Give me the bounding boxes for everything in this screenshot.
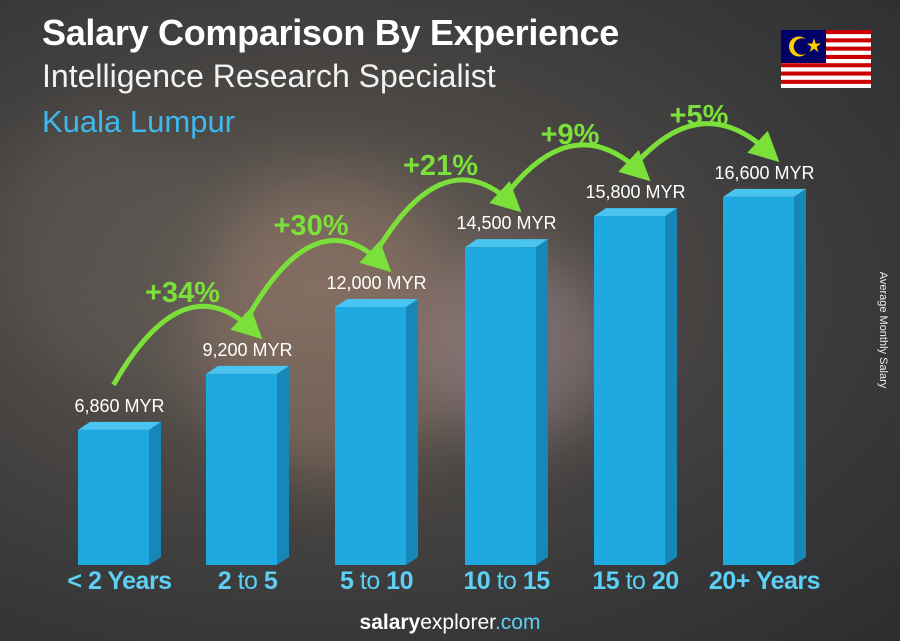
percent-change: +21% [403,150,478,182]
category-part: 10 [386,567,413,595]
bar-top [723,188,806,197]
malaysia-flag-icon [781,30,871,88]
value-label: 14,500 MYR [456,213,556,233]
category-part: 20+ Years [708,567,821,595]
value-label: 15,800 MYR [585,182,685,202]
category-part: to [490,567,523,595]
percent-change: +30% [274,210,349,242]
brand-domain: .com [494,611,541,634]
category-part: 15 [592,567,620,595]
percent-change: +34% [145,277,220,309]
arrow-curve [627,121,780,173]
brand-regular: explorer [420,611,495,634]
arrow-curve [239,238,392,331]
category-label: 20+ Years [708,567,821,596]
arrow-curve [111,303,263,387]
brand-bold: salary [359,611,421,634]
category-part: 10 [463,567,491,595]
bar-side [406,298,418,565]
city-name: Kuala Lumpur [42,104,236,139]
category-label: 2 to 5 [218,567,278,596]
job-title: Intelligence Research Specialist [42,58,496,94]
category-part: 5 [340,567,354,595]
bar: 6,860 MYR [74,396,165,565]
bar-side [794,188,806,566]
value-label: 6,860 MYR [74,396,164,416]
category-part: 20 [651,567,679,595]
bar-top [465,239,548,248]
bar-front [723,196,794,566]
category-part: < 2 Years [67,567,172,595]
value-label: 16,600 MYR [714,163,814,183]
bar-front [335,306,406,565]
bar: 16,600 MYR [714,163,815,566]
category-part: to [353,567,387,595]
category-part: 5 [263,567,278,595]
arrow-curve [498,142,651,204]
bar: 14,500 MYR [456,213,557,565]
bar-side [149,421,161,565]
change-arrow: +21% [368,150,522,264]
bar-side [536,239,548,565]
category-label: 5 to 10 [340,567,413,596]
category-part: to [619,567,652,595]
category-label: 10 to 15 [463,567,550,596]
chart-title: Salary Comparison By Experience [42,12,619,53]
bar-top [594,208,677,217]
bar-front [594,216,665,565]
bar-side [665,208,677,565]
category-part: to [231,567,264,595]
change-arrow: +9% [498,119,651,204]
change-arrow: +5% [627,100,780,173]
percent-change: +9% [541,119,600,151]
change-arrow: +34% [111,277,263,387]
value-label: 9,200 MYR [202,340,292,360]
value-label: 12,000 MYR [326,273,426,293]
bar-top [206,365,289,374]
category-part: 2 [217,567,232,595]
category-label: < 2 Years [67,567,172,596]
category-label: 15 to 20 [592,567,679,596]
bar-top [335,298,418,307]
arrow-curve [368,177,522,264]
bar: 12,000 MYR [326,273,427,565]
bar-top [78,421,161,430]
bar-front [78,429,149,565]
percent-change: +5% [670,100,729,132]
bar-front [465,247,536,565]
bar: 15,800 MYR [585,182,686,565]
change-arrow: +30% [239,210,392,331]
bar-front [206,373,277,565]
category-part: 15 [522,567,550,595]
footer-brand[interactable]: salaryexplorer.com [0,611,900,635]
bar: 9,200 MYR [202,340,293,565]
bar-side [277,365,289,565]
y-axis-label: Average Monthly Salary [877,271,889,389]
